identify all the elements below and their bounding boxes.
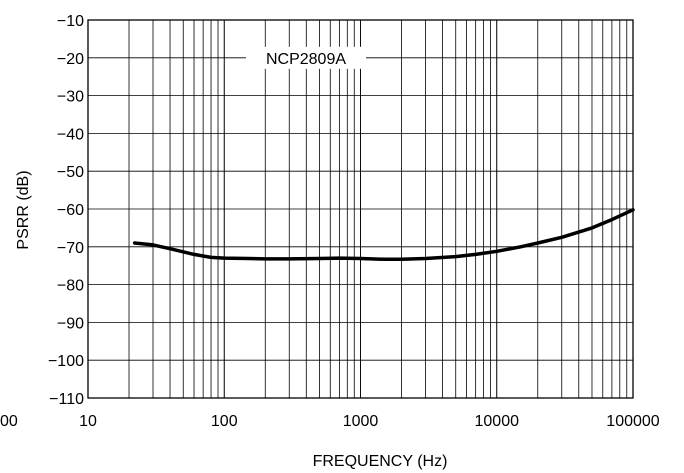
y-tick-label: −30 bbox=[57, 89, 84, 106]
x-tick-label: 10000 bbox=[475, 413, 520, 430]
y-tick-label: −80 bbox=[57, 278, 84, 295]
x-tick-label: 10 bbox=[79, 413, 97, 430]
grid bbox=[87, 19, 634, 399]
y-tick-label: −110 bbox=[49, 391, 84, 408]
x-tick-labels: 10 100 1000 10000 100000 00 bbox=[0, 413, 660, 430]
y-tick-label: −70 bbox=[57, 240, 84, 257]
y-tick-label: −60 bbox=[57, 202, 84, 219]
y-tick-label: −90 bbox=[57, 315, 84, 332]
series-annotation: NCP2809A bbox=[266, 51, 346, 68]
y-tick-label: −10 bbox=[57, 13, 84, 30]
y-axis-title: PSRR (dB) bbox=[15, 170, 32, 249]
y-tick-label: −50 bbox=[57, 164, 84, 181]
series-line bbox=[132, 208, 635, 262]
annotation-background bbox=[246, 46, 366, 69]
plot-border bbox=[87, 19, 634, 399]
y-tick-label: −20 bbox=[57, 51, 84, 68]
y-tick-label: −100 bbox=[48, 353, 84, 370]
x-tick-label: 1000 bbox=[343, 413, 379, 430]
x-tick-label: 100 bbox=[211, 413, 238, 430]
annotation-layer: NCP2809A bbox=[246, 46, 366, 69]
x-axis-title: FREQUENCY (Hz) bbox=[313, 453, 448, 470]
x-tick-label: 100000 bbox=[606, 413, 659, 430]
y-tick-labels: −10 −20 −30 −40 −50 −60 −70 −80 −90 −100 −110 bbox=[48, 13, 84, 408]
y-tick-label: −40 bbox=[57, 126, 84, 143]
x-tick-label-clipped: 00 bbox=[0, 413, 18, 430]
series-layer bbox=[132, 208, 635, 262]
